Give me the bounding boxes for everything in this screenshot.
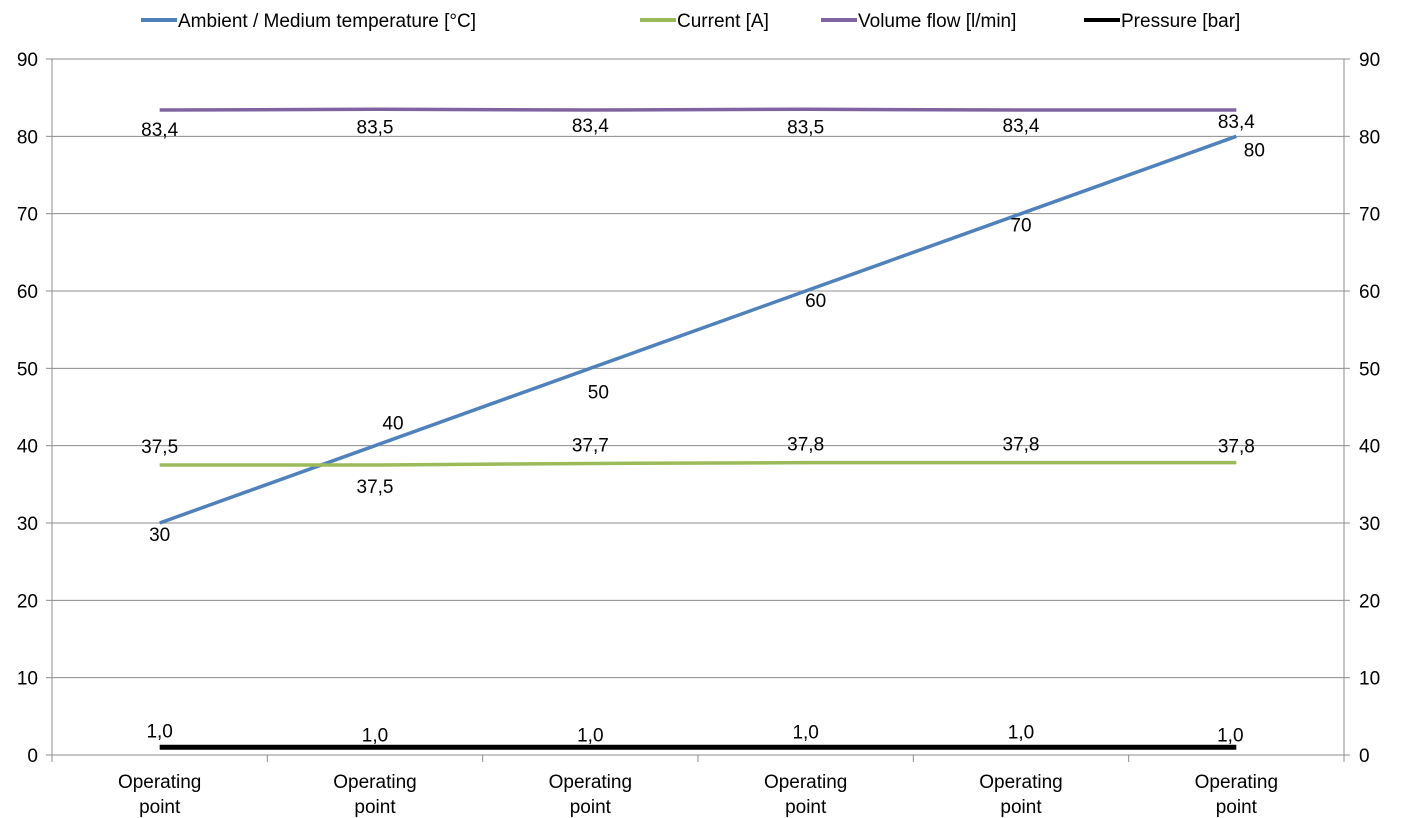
y2-tick-label: 0 [1359,746,1370,767]
y-tick-label: 30 [17,514,38,535]
y2-tick-label: 50 [1359,359,1380,380]
data-label: 1,0 [146,721,172,742]
gridlines [52,58,1344,679]
data-label: 83,4 [572,116,609,137]
x-tick-label: Operating point [979,772,1062,818]
data-label: 83,4 [1003,116,1040,137]
x-tick-label: Operating point [333,772,416,818]
series-line [159,460,1237,467]
y-tick-label: 70 [17,205,38,226]
data-label: 80 [1244,140,1265,161]
data-label: 50 [588,382,609,403]
y-tick-label: 90 [17,50,38,71]
data-label: 37,8 [1003,435,1040,456]
data-label: 83,4 [1218,112,1255,133]
y2-tick-label: 40 [1359,437,1380,458]
y2-tick-label: 20 [1359,591,1380,612]
data-label: 83,5 [787,117,824,138]
series-line [159,107,1237,112]
data-label: 1,0 [792,722,818,743]
y2-tick-label: 80 [1359,127,1380,148]
series-line [159,134,1237,525]
legend-label: Current [A] [677,11,769,32]
y-tick-label: 50 [17,359,38,380]
data-labels: 30 40 50 60 70 80 37,5 37,5 37,7 37,8 37,8 37,8 83,4… [141,112,1265,746]
data-label: 83,5 [357,117,394,138]
data-label: 1,0 [362,725,388,746]
axes: 0 0 10 10 20 20 30 30 40 40 50 50 60 60 70 70 80 80 90 90 Op… [17,50,1380,818]
y-tick-label: 0 [27,746,38,767]
data-label: 70 [1010,216,1031,237]
y-tick-label: 20 [17,591,38,612]
series-lines [159,107,1237,750]
data-label: 37,8 [1218,437,1255,458]
data-label: 60 [805,291,826,312]
data-label: 1,0 [1008,722,1034,743]
y2-tick-label: 70 [1359,205,1380,226]
y2-tick-label: 10 [1359,669,1380,690]
legend-label: Pressure [bar] [1121,11,1240,32]
y2-tick-label: 30 [1359,514,1380,535]
y-tick-label: 80 [17,127,38,148]
data-label: 37,7 [572,435,609,456]
y2-tick-label: 60 [1359,282,1380,303]
legend-label: Ambient / Medium temperature [°C] [178,11,476,32]
x-tick-label: Operating point [549,772,632,818]
data-label: 40 [382,414,403,435]
x-tick-label: Operating point [1195,772,1278,818]
y-tick-label: 60 [17,282,38,303]
data-label: 37,8 [787,435,824,456]
data-label: 1,0 [1217,725,1243,746]
legend: Ambient / Medium temperature [°C] Current… [141,11,1240,32]
legend-label: Volume flow [l/min] [858,11,1016,32]
y-tick-label: 10 [17,669,38,690]
x-tick-label: Operating point [118,772,201,818]
data-label: 1,0 [577,725,603,746]
y-tick-label: 40 [17,437,38,458]
y2-tick-label: 90 [1359,50,1380,71]
data-label: 37,5 [357,477,394,498]
data-label: 83,4 [141,120,178,141]
x-tick-label: Operating point [764,772,847,818]
data-label: 30 [149,525,170,546]
data-label: 37,5 [141,437,178,458]
